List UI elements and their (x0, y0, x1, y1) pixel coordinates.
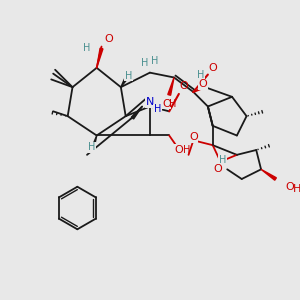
Text: H: H (154, 104, 161, 114)
Polygon shape (261, 169, 276, 180)
Polygon shape (168, 77, 174, 95)
Text: O: O (213, 164, 222, 174)
Text: H: H (88, 142, 95, 152)
Text: O: O (208, 63, 217, 73)
Text: O: O (285, 182, 294, 192)
Text: H: H (151, 56, 158, 66)
Text: H: H (197, 70, 205, 80)
Text: O: O (104, 34, 113, 44)
Text: H: H (141, 58, 149, 68)
Polygon shape (93, 136, 97, 146)
Text: O: O (175, 145, 183, 155)
Text: O: O (179, 81, 188, 91)
Text: H: H (125, 70, 132, 80)
Text: H: H (183, 145, 190, 155)
Text: H: H (293, 184, 300, 194)
Polygon shape (121, 77, 128, 87)
Text: O: O (104, 34, 112, 44)
Text: N: N (146, 97, 154, 107)
Text: H: H (169, 99, 177, 109)
Text: O: O (189, 132, 198, 142)
Text: H: H (83, 44, 91, 53)
Polygon shape (131, 106, 142, 119)
Text: O: O (199, 79, 207, 89)
Text: H: H (219, 155, 226, 165)
Text: O: O (162, 99, 171, 109)
Polygon shape (97, 48, 103, 68)
